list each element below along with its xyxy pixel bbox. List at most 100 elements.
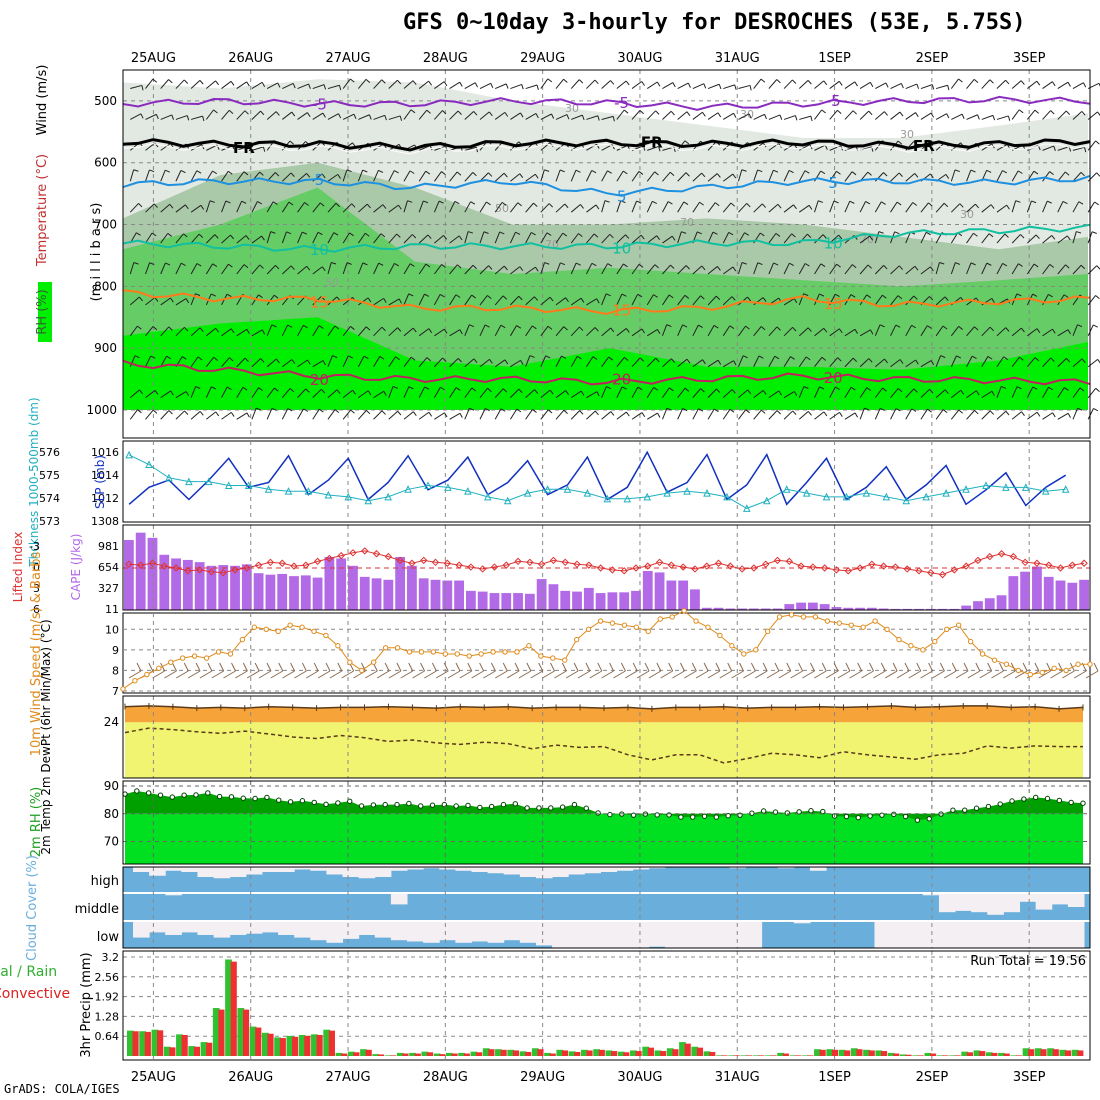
wind-barb-staff [1087,324,1094,337]
wind-barb-staff [555,409,565,420]
wind-barb [434,145,448,151]
wind-barb [494,201,507,213]
rh-contour-label: 50 [495,202,509,215]
wind-barb-staff [403,327,414,337]
isotherm-label: 15 [612,301,631,319]
wind-barb-flag [733,113,737,118]
rh2m-marker [205,790,211,796]
wind-barb-staff [358,203,368,213]
wind-barb-staff [236,110,246,120]
wind-barb-staff [1026,386,1034,398]
thickness-marker [603,494,612,503]
wind-barb-flag [534,389,539,394]
precip-total-bar [433,1053,441,1056]
wind-barb-staff [1087,408,1094,420]
temperature-ylabel: 2m Temp 2m DewPt (6hr Min/Max) (°C) [39,619,53,854]
precip-total-bar [519,1051,527,1056]
cape-bar [477,591,488,610]
wind-barb [525,389,539,399]
wind-barb-staff [966,326,975,337]
wind-barb-flag [440,386,445,391]
wind-barb-staff [160,262,166,275]
wind-barb [753,355,764,367]
precip-rain-bar [390,1055,397,1056]
wind-barb [1087,295,1100,306]
wind-barb-flag [441,264,446,268]
wind-barb [555,114,570,120]
wind10m-barb [164,670,177,679]
thickness-marker [663,488,671,497]
wind-barb-flag [381,79,386,84]
wind-barb-flag [180,262,186,266]
wind-barb [722,408,735,420]
wind-barb [342,113,357,120]
wind-barb-staff [434,234,444,244]
wind-barb-flag [961,113,965,119]
wind-barb-staff [160,114,173,120]
li-marker [136,561,145,569]
wind-barb [981,390,995,399]
precip-total-bar [605,1050,613,1056]
wind-barb-staff [418,411,430,420]
wind-barb-staff [753,262,759,275]
wind-barb [601,80,615,89]
wind-barb-staff [358,114,370,120]
wind-barb [601,263,613,275]
wind-barb-flag [271,407,277,411]
wind-barb-flag [1031,200,1037,204]
upper-air-ylabel-rh-group: RH (%) [35,289,50,334]
wind-barb-flag [516,408,522,413]
wind-barb [1087,408,1099,420]
wind-barb [570,233,583,244]
wind10m-marker [944,626,950,632]
wind-barb-flag [867,171,872,176]
wind-barb-flag [700,388,705,393]
cloud-clear-bar [439,867,456,870]
wind-barb-flag [396,233,401,238]
wind-barb [950,325,963,337]
wind-barb-staff [540,142,551,151]
wind-barb [525,266,539,275]
wind-barb [1027,328,1041,337]
li-marker [125,560,133,568]
thickness-ylabel: Thckness 1000-500mb (dm) [27,397,41,567]
wind-barb-staff [662,358,672,368]
wind-barb [783,204,797,213]
wind-barb-flag [199,80,204,85]
wind-barb [160,169,170,182]
wind-barb [479,265,493,275]
wind-barb [449,200,460,213]
wind-barb-staff [981,204,992,213]
wind-barb [266,324,277,337]
cloud-clear-bar [390,867,408,871]
wind10m-barb [695,670,709,679]
isotherm-freezing: FR FR FR [122,133,1091,157]
wind-barb-flag [896,201,902,206]
cape-bar [666,580,677,610]
wind-barb-staff [798,327,809,337]
wind-barb [175,204,189,213]
wind10m-barb-flag [160,662,166,672]
wind-barb [601,233,614,244]
wind-barb [661,407,672,420]
li-marker [207,568,216,576]
wind-barb-staff [646,294,654,306]
top-date-label: 1SEP [818,51,851,66]
wind-barb [662,171,675,182]
wind-barb-staff [525,173,536,182]
wind-barb [327,232,339,244]
wind-barb-flag [912,202,918,206]
thickness-marker [543,485,552,493]
wind-barb-staff [160,297,171,306]
wind-barb [449,171,462,182]
wind-barb-flag [1017,170,1023,174]
wind-barb [129,262,139,275]
wind-barb [692,201,704,213]
bottom-date-label: 29AUG [520,1070,565,1085]
wind-barb-flag [977,114,980,120]
wind-barb-staff [950,203,961,213]
wind-barb-flag [958,325,963,330]
wind-barb-flag [520,112,524,118]
cape-bar [642,570,653,610]
wind-barb-flag [337,174,341,179]
